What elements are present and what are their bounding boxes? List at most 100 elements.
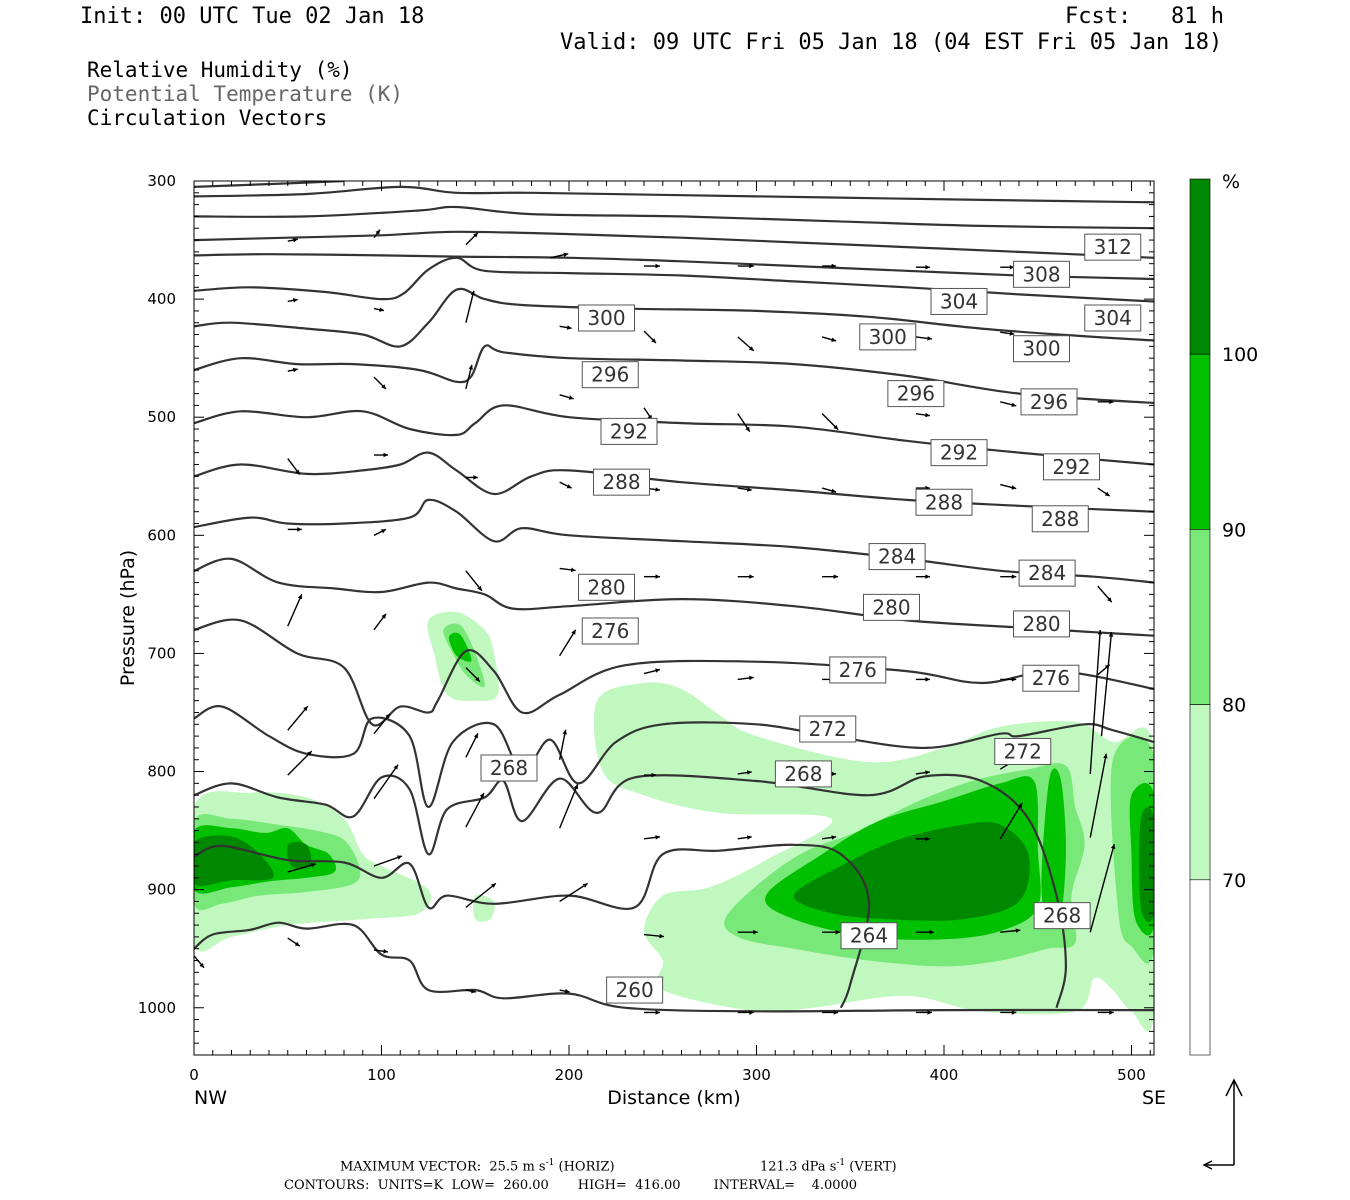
circulation-vector bbox=[373, 713, 391, 735]
max-vector-vert: 121.3 dPa s-1 (VERT) bbox=[760, 1159, 897, 1175]
svg-text:276: 276 bbox=[591, 619, 629, 643]
theta-contour-264 bbox=[194, 843, 871, 1009]
circulation-vector bbox=[737, 413, 751, 433]
theta-contour-316 bbox=[194, 205, 1154, 230]
svg-text:280: 280 bbox=[1022, 612, 1060, 636]
svg-text:284: 284 bbox=[1028, 561, 1066, 585]
circulation-vector bbox=[821, 487, 837, 494]
contour-label: 268 bbox=[774, 760, 832, 788]
contour-label: 312 bbox=[1084, 233, 1142, 261]
contour-label: 272 bbox=[799, 715, 857, 743]
svg-text:288: 288 bbox=[1041, 507, 1079, 531]
circulation-vector bbox=[644, 263, 660, 269]
circulation-vector bbox=[558, 729, 567, 760]
colorbar-level-label: 70 bbox=[1222, 870, 1246, 892]
x-tick-label: 100 bbox=[367, 1066, 396, 1084]
y-tick-label: 400 bbox=[147, 290, 176, 308]
theta-contour-304 bbox=[194, 256, 1154, 303]
circulation-vector bbox=[287, 237, 298, 243]
circulation-vector bbox=[915, 264, 930, 270]
circulation-vector bbox=[1000, 483, 1017, 490]
circulation-vector bbox=[559, 629, 577, 657]
theta-contour-320 bbox=[194, 185, 1154, 204]
svg-text:292: 292 bbox=[940, 441, 978, 465]
circulation-vector bbox=[999, 802, 1023, 840]
y-tick-label: 300 bbox=[147, 172, 176, 190]
circulation-vector bbox=[644, 772, 656, 778]
circulation-vector bbox=[915, 574, 930, 579]
circulation-vector bbox=[287, 458, 301, 475]
circulation-vector bbox=[373, 613, 387, 631]
circulation-vector bbox=[822, 1010, 839, 1015]
x-tick-label: 200 bbox=[555, 1066, 584, 1084]
contour-label: 304 bbox=[1084, 304, 1142, 332]
contour-label: 288 bbox=[593, 468, 650, 496]
circulation-vector bbox=[373, 229, 381, 239]
theta-contour-296 bbox=[194, 344, 1154, 405]
rh-region-90-3 bbox=[1041, 768, 1066, 926]
svg-text:268: 268 bbox=[490, 756, 528, 780]
colorbar-level-label: 100 bbox=[1222, 344, 1258, 366]
max-vector-vert-unit: (VERT) bbox=[845, 1159, 897, 1175]
circulation-vector bbox=[287, 937, 301, 947]
field-vectors: Circulation Vectors bbox=[87, 106, 328, 130]
contour-label: 276 bbox=[829, 656, 887, 684]
rh-region-100-0 bbox=[194, 835, 274, 886]
circulation-vector bbox=[915, 836, 930, 842]
svg-text:276: 276 bbox=[839, 658, 877, 682]
rh-fill-layer bbox=[194, 611, 1154, 1032]
colorbar-unit: % bbox=[1222, 171, 1240, 193]
circulation-vector bbox=[915, 677, 930, 682]
theta-contour-280 bbox=[194, 557, 1154, 637]
circulation-vector bbox=[374, 452, 388, 458]
circulation-vector bbox=[373, 376, 387, 390]
theta-contour-layer bbox=[194, 181, 1154, 1013]
svg-text:272: 272 bbox=[809, 717, 847, 741]
circulation-vector bbox=[287, 367, 298, 373]
se-label: SE bbox=[1142, 1087, 1166, 1109]
svg-text:296: 296 bbox=[591, 363, 629, 387]
circulation-vector bbox=[287, 862, 316, 873]
svg-text:276: 276 bbox=[1032, 666, 1070, 690]
circulation-vector bbox=[559, 882, 589, 903]
circulation-vector bbox=[737, 574, 754, 579]
sup-horiz: -1 bbox=[545, 1158, 555, 1168]
contour-label: 296 bbox=[887, 380, 945, 408]
svg-text:304: 304 bbox=[940, 289, 978, 313]
theta-contour-260 bbox=[194, 921, 1154, 1013]
svg-text:280: 280 bbox=[872, 595, 910, 619]
circulation-vector bbox=[287, 593, 303, 627]
circulation-vector bbox=[559, 567, 576, 573]
circulation-vector bbox=[465, 232, 479, 246]
axis-layer: 300 400 500 600 700 800 900 1000 0 100 200 300 400 50… bbox=[138, 172, 1154, 1084]
circulation-vector bbox=[1100, 632, 1114, 737]
circulation-vector bbox=[822, 929, 841, 935]
svg-text:300: 300 bbox=[587, 306, 625, 330]
contour-label: 268 bbox=[480, 754, 538, 782]
contour-label: 292 bbox=[930, 439, 988, 467]
circulation-vector bbox=[915, 929, 934, 935]
circulation-vector bbox=[373, 949, 389, 954]
circulation-vector bbox=[737, 263, 754, 269]
circulation-vector bbox=[287, 298, 298, 303]
x-axis-title: Distance (km) bbox=[607, 1087, 740, 1109]
contour-label: 304 bbox=[930, 287, 988, 315]
y-tick-label: 600 bbox=[147, 526, 176, 544]
rh-region-100-2 bbox=[793, 821, 1030, 921]
theta-contour-292 bbox=[194, 404, 1154, 466]
rh-region-90-1 bbox=[448, 632, 472, 662]
reference-vector-icon bbox=[1202, 1078, 1243, 1170]
circulation-vector bbox=[558, 783, 579, 829]
svg-text:300: 300 bbox=[1022, 337, 1060, 361]
svg-text:284: 284 bbox=[878, 545, 916, 569]
svg-text:288: 288 bbox=[925, 490, 963, 514]
circulation-vector bbox=[737, 835, 752, 840]
circulation-vector bbox=[287, 527, 302, 532]
circulation-vector bbox=[465, 988, 477, 994]
svg-text:260: 260 bbox=[616, 978, 654, 1002]
nw-label: NW bbox=[194, 1087, 227, 1109]
contour-label: 292 bbox=[1043, 453, 1100, 481]
circulation-vector bbox=[1000, 1010, 1017, 1015]
max-vector-vert-value: 121.3 dPa s bbox=[760, 1159, 837, 1175]
field-rh: Relative Humidity (%) bbox=[87, 58, 353, 82]
